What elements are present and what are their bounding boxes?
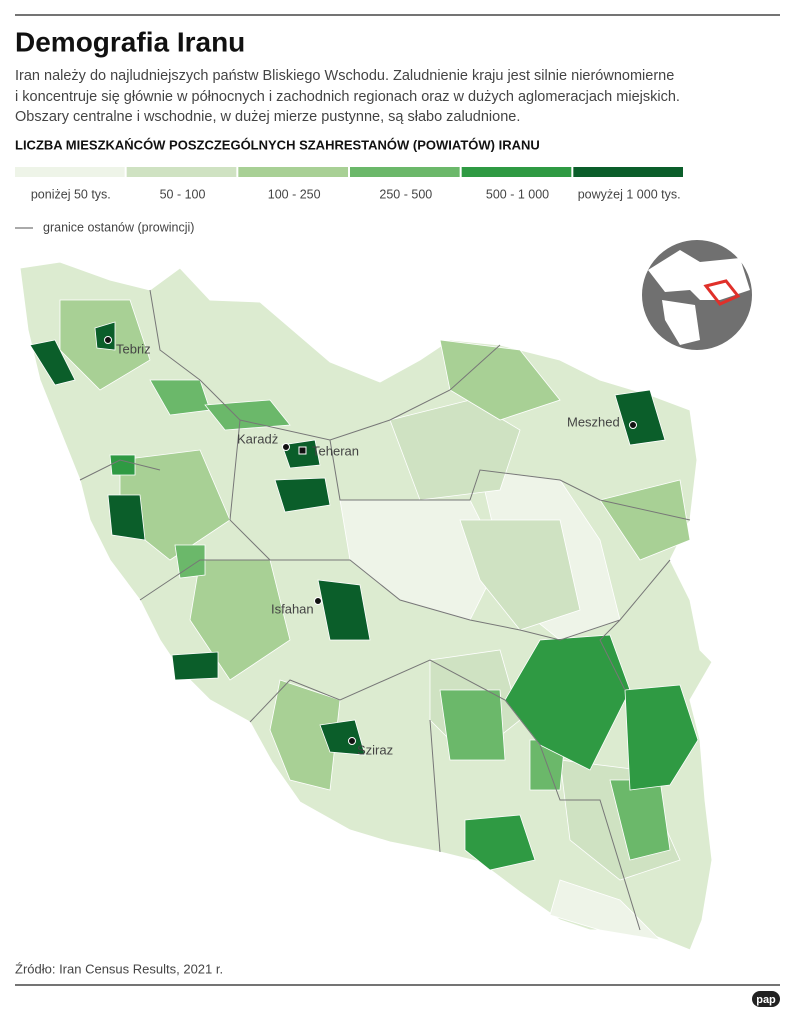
county — [269, 679, 341, 791]
city-label: Isfahan — [271, 601, 314, 616]
legend: poniżej 50 tys. 50 - 100 100 - 250 250 - 50… — [15, 167, 683, 201]
county — [171, 651, 219, 681]
description-line: Iran należy do najludniejszych państw Bl… — [15, 68, 674, 84]
legend-swatch — [126, 167, 237, 177]
city-dot — [104, 336, 112, 344]
legend-swatch — [461, 167, 572, 177]
province-boundary — [139, 559, 270, 601]
province-boundary — [79, 459, 161, 481]
county — [274, 477, 331, 513]
province-boundary — [249, 659, 541, 746]
globe-locator — [640, 238, 754, 352]
county — [599, 479, 691, 561]
county — [174, 544, 206, 579]
province-boundary — [429, 719, 441, 853]
county — [464, 814, 536, 871]
city-label: Karadż — [237, 431, 278, 446]
city-markers — [104, 336, 637, 745]
county — [317, 579, 371, 641]
city-label: Tebriz — [116, 341, 151, 356]
city-label: Teheran — [312, 443, 359, 458]
county — [614, 389, 666, 446]
province-boundary — [149, 289, 501, 441]
description-line: i koncentruje się głównie w północnych i… — [15, 89, 680, 105]
city-dot — [314, 597, 322, 605]
county — [107, 494, 146, 541]
city-label: Sziraz — [357, 742, 393, 757]
boundary-legend-label: granice ostanów (prowincji) — [43, 220, 194, 234]
county — [549, 879, 662, 941]
title: Demografia Iranu — [15, 26, 245, 57]
legend-label: poniżej 50 tys. — [31, 187, 111, 201]
globe-land — [662, 300, 700, 345]
legend-label: 500 - 1 000 — [486, 187, 549, 201]
county-shading — [29, 299, 699, 941]
province-boundary — [329, 439, 691, 521]
legend-heading: LICZBA MIESZKAŃCÓW POSZCZEGÓLNYCH SZAHRE… — [15, 137, 540, 152]
legend-swatch — [573, 167, 683, 177]
province-boundary — [599, 619, 626, 691]
county — [439, 689, 506, 761]
globe-land — [648, 250, 750, 300]
legend-swatch — [350, 167, 460, 177]
province-boundary — [229, 419, 671, 641]
county — [319, 719, 366, 756]
legend-swatch — [238, 167, 348, 177]
county — [389, 399, 521, 501]
city-dot — [282, 443, 290, 451]
source: Źródło: Iran Census Results, 2021 r. — [15, 961, 223, 976]
globe-highlight — [703, 279, 741, 306]
city-label: Meszhed — [567, 414, 620, 429]
legend-label: 100 - 250 — [268, 187, 321, 201]
legend-swatch — [15, 167, 125, 177]
province-boundaries — [79, 289, 691, 931]
map: Tebriz Karadż Teheran Meszhed Isfahan Sz… — [19, 261, 713, 951]
legend-label: 250 - 500 — [379, 187, 432, 201]
logo-badge — [752, 991, 780, 1007]
city-dot — [348, 737, 356, 745]
county — [624, 684, 699, 791]
county — [29, 339, 76, 386]
city-dot — [629, 421, 637, 429]
legend-label: powyżej 1 000 tys. — [578, 187, 681, 201]
county — [109, 454, 136, 476]
legend-label: 50 - 100 — [160, 187, 206, 201]
county — [204, 399, 291, 431]
province-boundary — [539, 744, 641, 931]
county — [459, 519, 581, 631]
county — [439, 339, 561, 421]
capital-marker — [298, 446, 307, 455]
logo: pap — [756, 994, 776, 1006]
description-line: Obszary centralne i wschodnie, w dużej m… — [15, 109, 520, 125]
